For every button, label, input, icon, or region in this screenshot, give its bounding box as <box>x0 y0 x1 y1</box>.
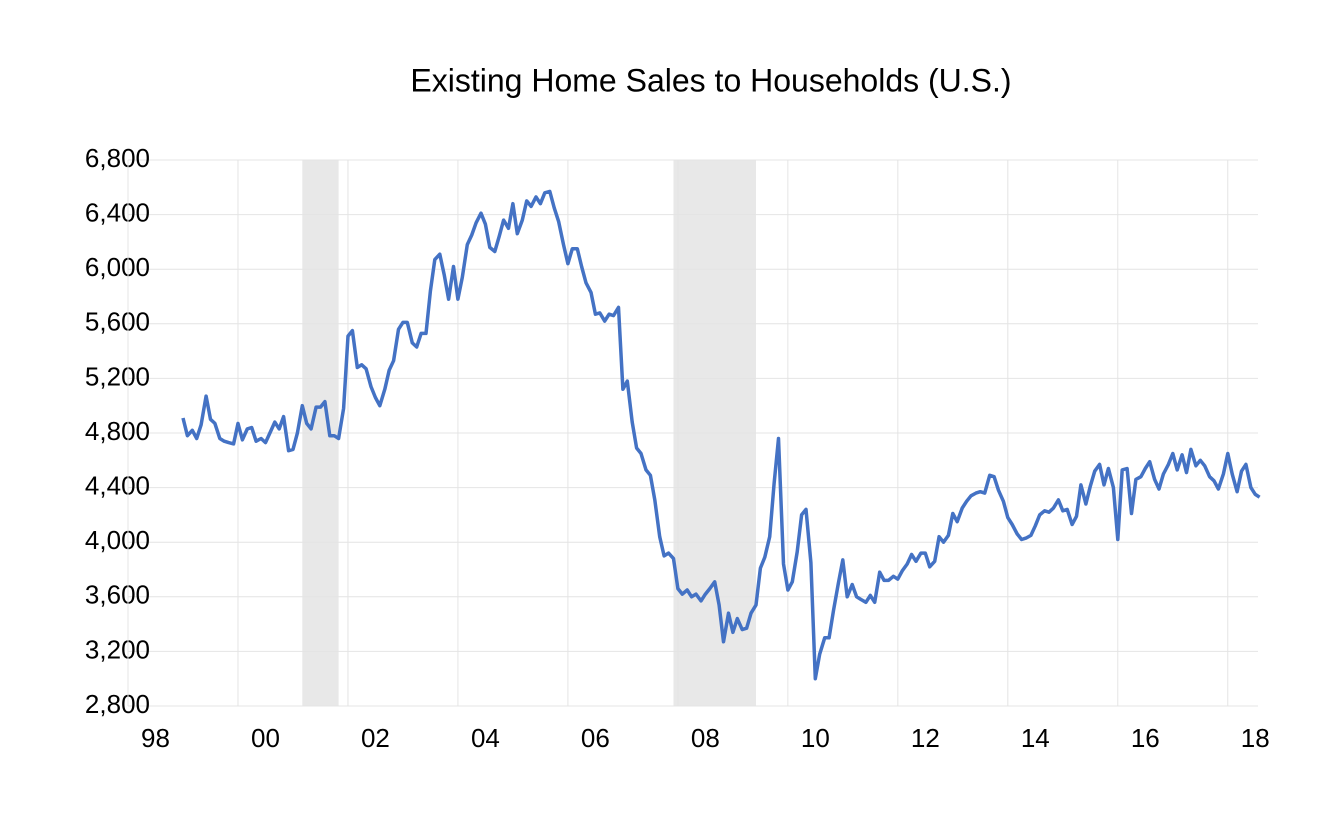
y-tick-label: 5,600 <box>85 307 150 337</box>
x-tick-label: 18 <box>1241 723 1270 753</box>
x-tick-label: 98 <box>141 723 170 753</box>
y-tick-label: 5,200 <box>85 361 150 391</box>
y-tick-label: 3,200 <box>85 634 150 664</box>
y-tick-label: 6,400 <box>85 197 150 227</box>
y-tick-label: 2,800 <box>85 689 150 719</box>
x-tick-label: 00 <box>251 723 280 753</box>
x-tick-label: 08 <box>691 723 720 753</box>
x-tick-label: 14 <box>1021 723 1050 753</box>
y-tick-label: 4,400 <box>85 470 150 500</box>
y-tick-label: 4,800 <box>85 416 150 446</box>
x-tick-label: 10 <box>801 723 830 753</box>
y-tick-label: 6,800 <box>85 143 150 173</box>
x-tick-label: 06 <box>581 723 610 753</box>
y-tick-label: 3,600 <box>85 580 150 610</box>
x-tick-label: 16 <box>1131 723 1160 753</box>
x-tick-label: 02 <box>361 723 390 753</box>
chart-title: Existing Home Sales to Households (U.S.) <box>410 62 1011 98</box>
x-tick-label: 12 <box>911 723 940 753</box>
y-tick-label: 4,000 <box>85 525 150 555</box>
x-tick-label: 04 <box>471 723 500 753</box>
data-line <box>181 189 1261 681</box>
y-tick-label: 6,000 <box>85 252 150 282</box>
